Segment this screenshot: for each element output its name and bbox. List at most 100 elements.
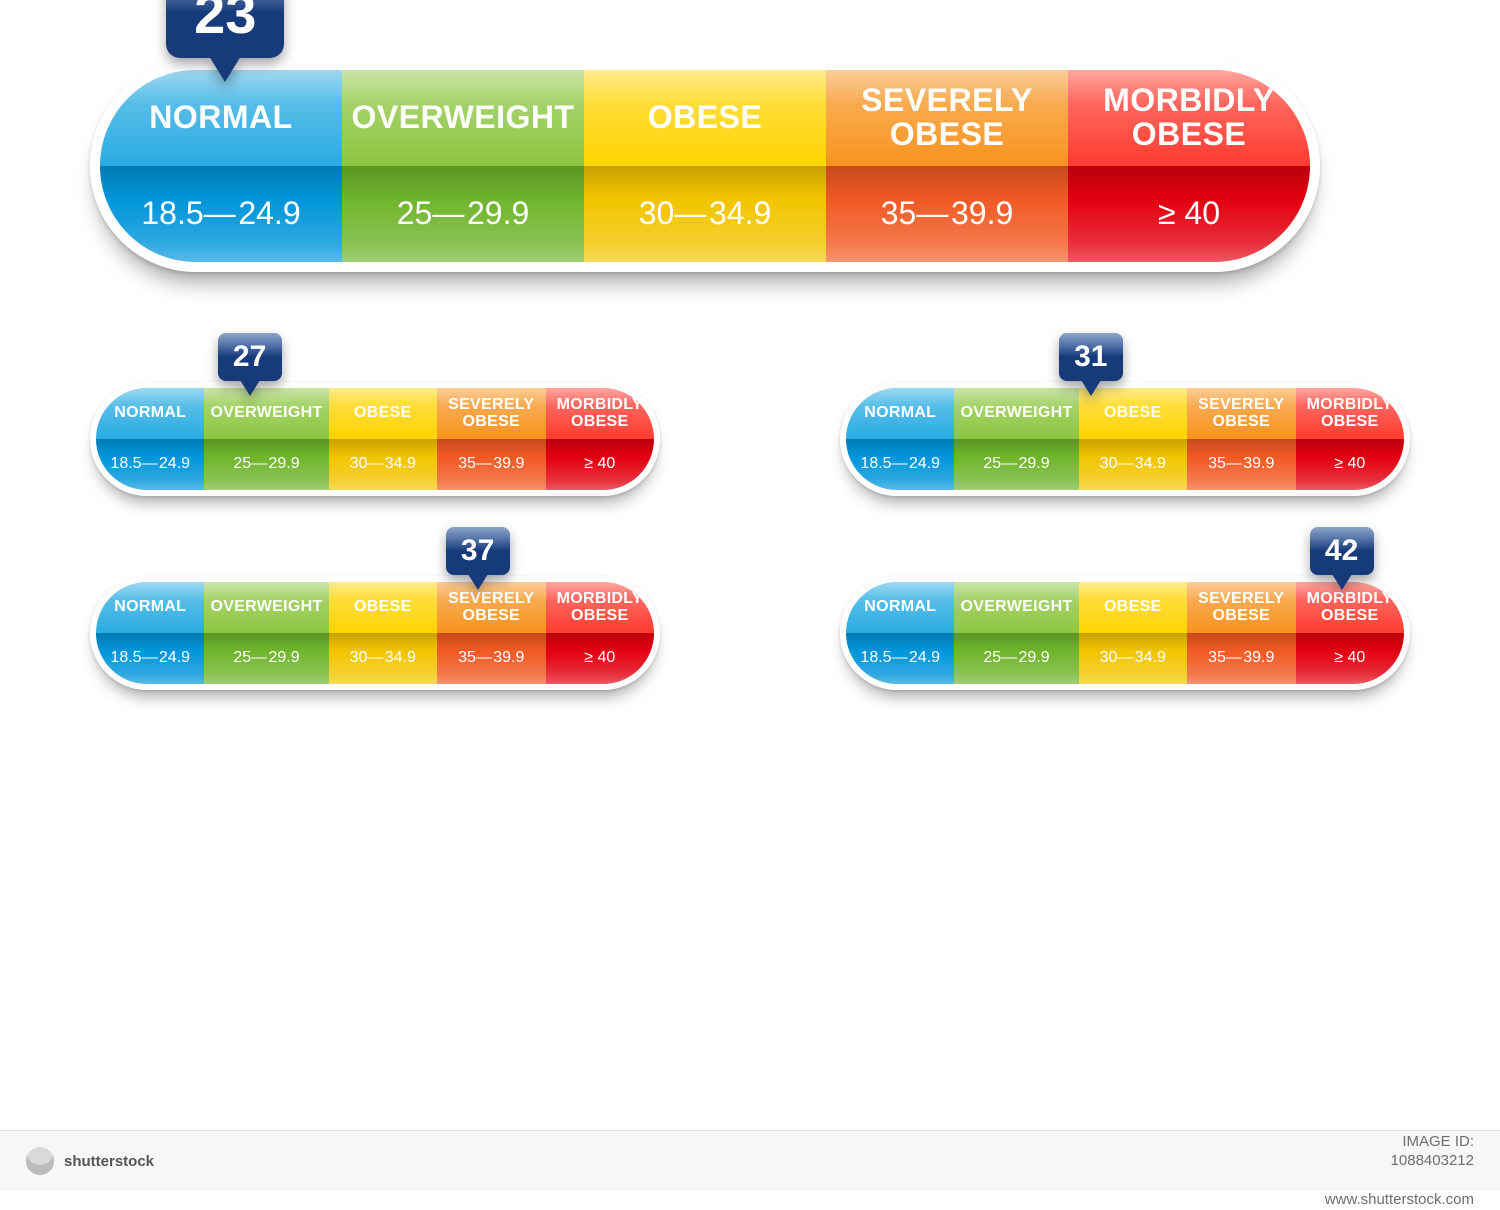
segment-range: 18.5— 24.9 xyxy=(100,166,342,262)
marker-tip-icon xyxy=(468,574,488,590)
segment-range: 30— 34.9 xyxy=(1079,633,1187,684)
segment-range: 35— 39.9 xyxy=(1187,633,1295,684)
segment-range: 18.5— 24.9 xyxy=(96,633,204,684)
marker-tip-icon xyxy=(1081,380,1101,396)
gauge-segment: NORMAL18.5— 24.9 xyxy=(846,582,954,684)
gauge-segment: NORMAL18.5— 24.9 xyxy=(96,388,204,490)
value-marker: 27 xyxy=(218,333,282,396)
gauge-segment: NORMAL18.5— 24.9 xyxy=(100,70,342,262)
gauge-segment: NORMAL18.5— 24.9 xyxy=(96,582,204,684)
segment-label: OVERWEIGHT xyxy=(342,70,584,166)
site-url: www.shutterstock.com xyxy=(1325,1191,1474,1208)
segment-label: SEVERELY OBESE xyxy=(437,388,545,439)
shutterstock-logo-icon xyxy=(26,1147,54,1175)
segment-label: MORBIDLY OBESE xyxy=(1296,388,1404,439)
segment-range: 25— 29.9 xyxy=(204,439,328,490)
gauge-segment: SEVERELY OBESE35— 39.9 xyxy=(1187,388,1295,490)
segment-label: MORBIDLY OBESE xyxy=(546,388,654,439)
segment-range: 25— 29.9 xyxy=(204,633,328,684)
marker-tip-icon xyxy=(1332,574,1352,590)
gauge-segment: MORBIDLY OBESE≥ 40 xyxy=(546,582,654,684)
value-marker: 23 xyxy=(166,0,284,82)
value-bubble: 42 xyxy=(1310,527,1374,575)
gauge-segment: OBESE30— 34.9 xyxy=(329,388,437,490)
gauge-segment: OBESE30— 34.9 xyxy=(329,582,437,684)
segment-range: 18.5— 24.9 xyxy=(846,633,954,684)
segment-label: OBESE xyxy=(584,70,826,166)
value-text: 31 xyxy=(1074,340,1107,374)
value-text: 23 xyxy=(194,0,256,46)
gauge-track: NORMAL18.5— 24.9OVERWEIGHT25— 29.9OBESE3… xyxy=(840,576,1410,690)
gauge-segment: OVERWEIGHT25— 29.9 xyxy=(342,70,584,262)
gauge-segment: OBESE30— 34.9 xyxy=(1079,582,1187,684)
segment-range: ≥ 40 xyxy=(1296,439,1404,490)
segment-range: 25— 29.9 xyxy=(954,633,1078,684)
gauge-segment: SEVERELY OBESE35— 39.9 xyxy=(826,70,1068,262)
value-marker: 37 xyxy=(446,527,510,590)
image-id-label: IMAGE ID: xyxy=(1402,1133,1474,1150)
segment-range: 25— 29.9 xyxy=(954,439,1078,490)
value-marker: 42 xyxy=(1310,527,1374,590)
segment-label: NORMAL xyxy=(96,388,204,439)
bmi-gauge-large: 23 NORMAL18.5— 24.9OVERWEIGHT25— 29.9OBE… xyxy=(90,60,1320,272)
gauge-track: NORMAL18.5— 24.9OVERWEIGHT25— 29.9OBESE3… xyxy=(90,382,660,496)
bmi-gauge-small: 31 NORMAL18.5— 24.9OVERWEIGHT25— 29.9OBE… xyxy=(840,382,1410,496)
segment-range: ≥ 40 xyxy=(1068,166,1310,262)
segment-range: 25— 29.9 xyxy=(342,166,584,262)
brand-block: shutterstock xyxy=(26,1147,154,1175)
gauge-segment: MORBIDLY OBESE≥ 40 xyxy=(1068,70,1310,262)
value-text: 37 xyxy=(461,534,494,568)
segment-range: 35— 39.9 xyxy=(437,633,545,684)
gauge-track: NORMAL18.5— 24.9OVERWEIGHT25— 29.9OBESE3… xyxy=(90,60,1320,272)
infographic-stage: 23 NORMAL18.5— 24.9OVERWEIGHT25— 29.9OBE… xyxy=(0,0,1500,1130)
bmi-gauge-small: 27 NORMAL18.5— 24.9OVERWEIGHT25— 29.9OBE… xyxy=(90,382,660,496)
segment-label: OBESE xyxy=(329,388,437,439)
gauge-track: NORMAL18.5— 24.9OVERWEIGHT25— 29.9OBESE3… xyxy=(840,382,1410,496)
value-bubble: 23 xyxy=(166,0,284,58)
segment-label: NORMAL xyxy=(96,582,204,633)
segment-label: SEVERELY OBESE xyxy=(1187,388,1295,439)
image-meta: IMAGE ID: 1088403212 www.shutterstock.co… xyxy=(1325,1112,1474,1210)
bmi-gauge-small: 42 NORMAL18.5— 24.9OVERWEIGHT25— 29.9OBE… xyxy=(840,576,1410,690)
gauge-segment: SEVERELY OBESE35— 39.9 xyxy=(437,388,545,490)
gauge-track: NORMAL18.5— 24.9OVERWEIGHT25— 29.9OBESE3… xyxy=(90,576,660,690)
gauge-segment: SEVERELY OBESE35— 39.9 xyxy=(1187,582,1295,684)
stock-footer: shutterstock IMAGE ID: 1088403212 www.sh… xyxy=(0,1130,1500,1191)
segment-range: 18.5— 24.9 xyxy=(846,439,954,490)
value-text: 27 xyxy=(233,340,266,374)
segment-range: ≥ 40 xyxy=(546,439,654,490)
value-bubble: 31 xyxy=(1059,333,1123,381)
segment-label: NORMAL xyxy=(100,70,342,166)
segment-range: 35— 39.9 xyxy=(1187,439,1295,490)
segment-range: 30— 34.9 xyxy=(584,166,826,262)
value-text: 42 xyxy=(1325,534,1358,568)
brand-name: shutterstock xyxy=(64,1153,154,1170)
gauge-segment: OVERWEIGHT25— 29.9 xyxy=(204,582,328,684)
image-id-value: 1088403212 xyxy=(1391,1152,1474,1169)
gauge-segment: SEVERELY OBESE35— 39.9 xyxy=(437,582,545,684)
small-gauge-row: 27 NORMAL18.5— 24.9OVERWEIGHT25— 29.9OBE… xyxy=(90,382,1410,496)
segment-range: ≥ 40 xyxy=(546,633,654,684)
segment-label: NORMAL xyxy=(846,388,954,439)
bmi-gauge-small: 37 NORMAL18.5— 24.9OVERWEIGHT25— 29.9OBE… xyxy=(90,576,660,690)
value-marker: 31 xyxy=(1059,333,1123,396)
segment-label: OBESE xyxy=(329,582,437,633)
gauge-segment: MORBIDLY OBESE≥ 40 xyxy=(546,388,654,490)
gauge-segment: OVERWEIGHT25— 29.9 xyxy=(954,388,1078,490)
segment-label: OVERWEIGHT xyxy=(204,582,328,633)
gauge-segment: OVERWEIGHT25— 29.9 xyxy=(954,582,1078,684)
segment-range: 35— 39.9 xyxy=(826,166,1068,262)
segment-range: 30— 34.9 xyxy=(329,633,437,684)
segment-label: SEVERELY OBESE xyxy=(826,70,1068,166)
value-bubble: 37 xyxy=(446,527,510,575)
segment-label: OVERWEIGHT xyxy=(954,582,1078,633)
segment-range: ≥ 40 xyxy=(1296,633,1404,684)
segment-range: 18.5— 24.9 xyxy=(96,439,204,490)
gauge-segment: MORBIDLY OBESE≥ 40 xyxy=(1296,582,1404,684)
segment-range: 30— 34.9 xyxy=(1079,439,1187,490)
segment-label: SEVERELY OBESE xyxy=(1187,582,1295,633)
segment-range: 30— 34.9 xyxy=(329,439,437,490)
segment-label: MORBIDLY OBESE xyxy=(1068,70,1310,166)
segment-range: 35— 39.9 xyxy=(437,439,545,490)
gauge-segment: OVERWEIGHT25— 29.9 xyxy=(204,388,328,490)
